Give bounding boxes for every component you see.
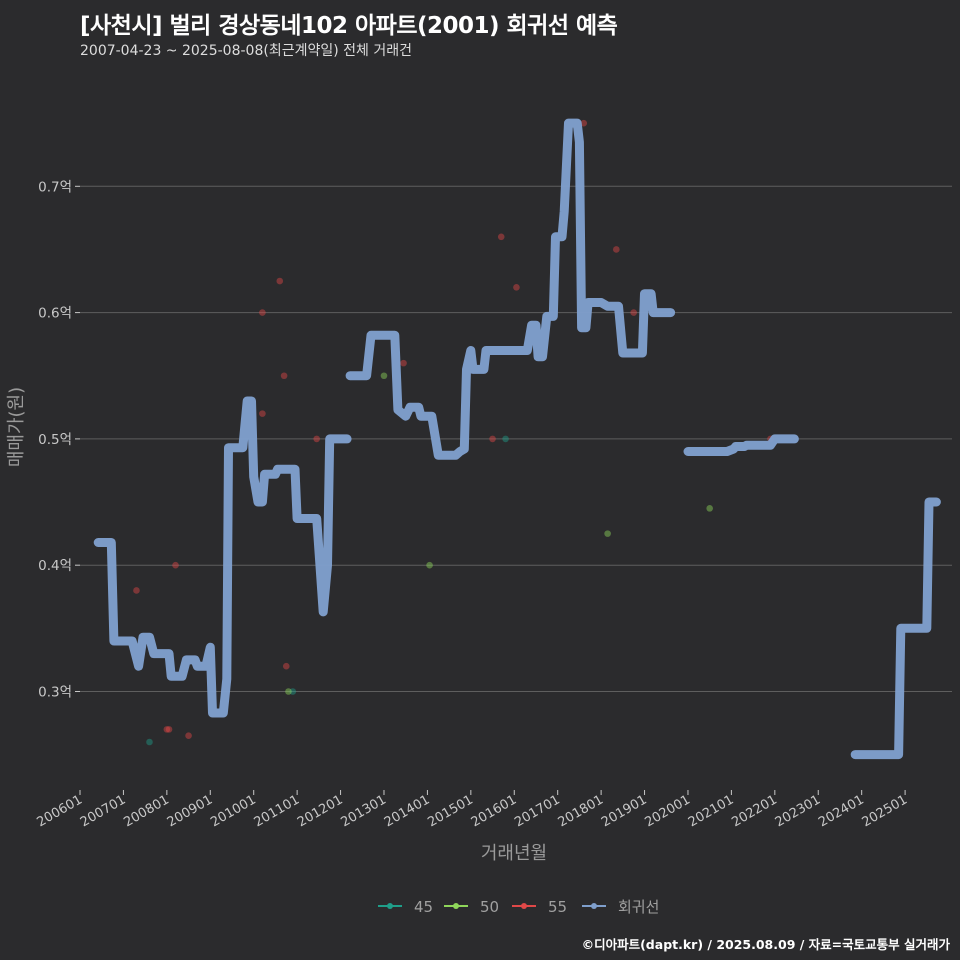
x-tick-label: 201601 [469, 792, 519, 830]
scatter-point-50 [706, 505, 713, 512]
x-axis: 2006012007012008012009012010012011012012… [35, 790, 910, 830]
x-tick-label: 202101 [686, 792, 736, 830]
x-tick-label: 202001 [642, 792, 692, 830]
scatter-point-55 [133, 587, 140, 594]
scatter-point-55 [172, 561, 179, 569]
scatter-point-50 [380, 372, 388, 380]
legend-item-55: 55 [512, 898, 567, 916]
legend-item-회귀선: 회귀선 [582, 898, 659, 916]
x-tick-label: 201001 [208, 792, 258, 830]
scatter-point-55 [489, 435, 496, 443]
legend-label: 55 [548, 898, 567, 916]
scatter-point-55 [280, 372, 288, 380]
y-axis: 0.3억 0.4억 0.5억 0.6억 0.7억 [38, 179, 80, 700]
scatter-point-55 [497, 233, 505, 241]
x-tick-label: 201401 [382, 792, 432, 830]
scatter-point-55 [165, 726, 173, 733]
regression-segment [345, 118, 676, 460]
scatter-point-55 [259, 410, 266, 417]
y-axis-title: 매매가(원) [6, 387, 27, 467]
y-tick-label: 0.4억 [38, 558, 72, 574]
legend-marker [591, 903, 597, 909]
x-tick-label: 201501 [425, 792, 475, 830]
chart-subtitle: 2007-04-23 ~ 2025-08-08(최근계약일) 전체 거래건 [80, 43, 412, 59]
x-tick-label: 201901 [599, 792, 649, 830]
legend: 45 50 55 회귀선 [378, 898, 659, 916]
scatter-point-55 [400, 359, 407, 367]
scatter-point-55 [259, 309, 266, 316]
x-tick-label: 202201 [729, 792, 779, 830]
x-tick-label: 202401 [816, 792, 866, 830]
regression-line [93, 118, 941, 760]
scatter-point-50 [285, 688, 292, 695]
x-tick-label: 202301 [773, 792, 823, 830]
x-tick-label: 201201 [295, 792, 345, 830]
scatter-point-55 [513, 284, 520, 291]
x-tick-label: 201801 [556, 792, 606, 830]
scatter-point-55 [163, 726, 171, 733]
source-caption: ©디아파트(dapt.kr) / 2025.08.09 / 자료=국토교통부 실… [581, 937, 950, 952]
y-tick-label: 0.5억 [38, 432, 72, 448]
legend-label: 회귀선 [618, 898, 659, 916]
scatter-point-55 [630, 309, 637, 316]
x-tick-label: 201701 [512, 792, 562, 830]
chart-title: [사천시] 벌리 경상동네102 아파트(2001) 회귀선 예측 [80, 13, 618, 39]
x-tick-label: 200701 [78, 792, 128, 830]
scatter-point-50 [604, 530, 611, 537]
scatter-point-55 [613, 246, 620, 253]
scatter-point-45 [146, 738, 153, 746]
scatter-point-45 [289, 688, 297, 695]
scatter-point-55 [185, 732, 192, 739]
scatter-points [133, 119, 774, 746]
legend-label: 50 [480, 898, 499, 916]
scatter-point-55 [276, 277, 284, 285]
x-tick-label: 200901 [165, 792, 215, 830]
scatter-point-50 [426, 561, 433, 569]
y-tick-label: 0.7억 [38, 179, 72, 195]
x-tick-label: 200601 [35, 792, 85, 830]
y-tick-label: 0.6억 [38, 306, 72, 322]
y-gridlines [80, 185, 952, 692]
legend-marker [387, 903, 393, 909]
scatter-point-55 [282, 662, 290, 670]
x-tick-label: 201301 [338, 792, 388, 830]
x-tick-label: 202501 [860, 792, 910, 830]
legend-marker [521, 903, 527, 909]
x-tick-label: 201101 [252, 792, 302, 830]
scatter-point-55 [580, 119, 588, 127]
x-tick-label: 200801 [121, 792, 171, 830]
legend-label: 45 [414, 898, 433, 916]
scatter-point-55 [313, 435, 320, 443]
scatter-point-45 [502, 435, 509, 443]
x-axis-title: 거래년월 [481, 843, 547, 864]
legend-marker [453, 903, 459, 909]
legend-item-45: 45 [378, 898, 433, 916]
regression-segment [850, 497, 941, 760]
regression-segment [93, 396, 352, 718]
regression-segment [683, 434, 799, 456]
y-tick-label: 0.3억 [38, 684, 72, 700]
legend-item-50: 50 [444, 898, 499, 916]
